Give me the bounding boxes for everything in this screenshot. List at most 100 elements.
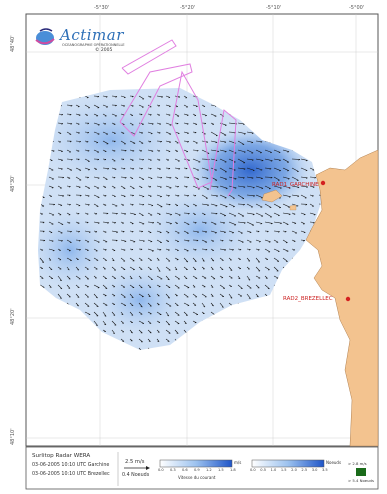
current-arrowhead: [61, 151, 63, 153]
current-arrowhead: [79, 249, 81, 251]
current-arrow: [48, 167, 54, 171]
current-arrow: [102, 329, 106, 332]
current-arrow: [210, 158, 218, 161]
current-arrowhead: [77, 213, 80, 215]
current-arrowhead: [79, 195, 82, 197]
current-arrowhead: [68, 194, 71, 197]
current-arrow: [111, 230, 118, 233]
current-arrow: [255, 248, 260, 250]
current-arrowhead: [78, 114, 81, 116]
current-arrow: [156, 239, 162, 243]
current-arrowhead: [297, 187, 300, 189]
current-arrowhead: [305, 160, 308, 162]
current-arrow: [165, 275, 170, 281]
current-arrowhead: [305, 177, 308, 179]
current-arrow: [237, 122, 245, 125]
current-arrow: [129, 167, 135, 169]
current-arrow: [84, 131, 89, 133]
current-arrowhead: [70, 231, 72, 233]
current-arrowhead: [288, 213, 291, 216]
current-arrow: [147, 302, 152, 307]
current-arrow: [138, 122, 144, 125]
current-arrow: [84, 311, 91, 315]
current-arrowhead: [123, 249, 126, 251]
current-arrow: [102, 113, 107, 117]
current-arrow: [129, 284, 135, 288]
current-arrow: [66, 221, 71, 224]
current-arrow: [138, 131, 143, 134]
current-arrowhead: [167, 315, 170, 317]
current-arrowhead: [158, 132, 161, 134]
current-arrow: [75, 302, 79, 307]
current-arrow: [147, 149, 154, 152]
current-arrow: [255, 140, 263, 142]
current-arrow: [147, 176, 153, 179]
current-arrow: [57, 167, 63, 170]
current-arrowhead: [115, 96, 118, 98]
current-arrow: [183, 320, 187, 324]
current-arrowhead: [296, 205, 299, 207]
current-arrowhead: [217, 151, 219, 153]
current-arrow: [192, 149, 199, 151]
current-arrow: [156, 113, 161, 116]
current-arrow: [129, 266, 135, 270]
site-label-brezellec: RAD2_BREZELLEC: [283, 296, 333, 302]
current-arrowhead: [97, 222, 100, 224]
current-arrow: [93, 122, 100, 126]
current-arrow: [48, 248, 55, 251]
current-arrow: [138, 320, 145, 324]
current-arrowhead: [132, 195, 134, 197]
current-arrow: [228, 167, 236, 171]
current-arrowhead: [97, 159, 100, 161]
current-arrow: [48, 284, 52, 288]
current-arrow: [138, 284, 143, 289]
current-arrow: [156, 167, 161, 170]
current-arrow: [129, 239, 136, 242]
site-marker-garchine: [320, 180, 326, 186]
current-arrowhead: [62, 177, 65, 179]
current-arrow: [138, 203, 145, 205]
current-arrow: [228, 203, 235, 207]
current-arrowhead: [131, 249, 134, 251]
current-arrow: [111, 149, 116, 152]
current-arrow: [210, 293, 214, 297]
current-arrow: [57, 131, 62, 134]
scale-note: 0.4 Noeuds: [122, 473, 150, 478]
current-arrow: [309, 212, 316, 215]
current-arrowhead: [243, 222, 246, 224]
current-arrow: [300, 221, 305, 225]
colorbar-tick: 1.5: [218, 468, 224, 472]
current-arrow: [201, 284, 206, 288]
current-arrow: [138, 239, 145, 242]
current-arrow: [57, 185, 62, 189]
current-arrow: [156, 122, 161, 125]
current-arrowhead: [224, 231, 226, 234]
current-arrowhead: [159, 123, 162, 125]
current-arrow: [264, 239, 271, 243]
current-arrow: [201, 185, 210, 190]
current-arrow: [102, 149, 107, 152]
current-arrowhead: [205, 231, 208, 233]
current-arrowhead: [60, 279, 62, 281]
current-arrowhead: [115, 105, 117, 107]
colorbar2-unit: Noeuds: [326, 460, 342, 465]
current-arrowhead: [196, 240, 199, 242]
current-arrow: [66, 185, 71, 187]
current-arrow: [75, 140, 81, 142]
current-arrow: [174, 194, 180, 196]
current-arrow: [219, 158, 227, 163]
current-arrowhead: [225, 188, 228, 190]
current-arrow: [147, 320, 152, 324]
current-arrow: [129, 329, 133, 334]
current-arrow: [129, 302, 134, 306]
current-arrow: [201, 194, 208, 199]
current-arrowhead: [197, 231, 199, 233]
current-arrow: [246, 257, 251, 262]
current-arrowhead: [260, 223, 263, 225]
current-arrowhead: [70, 159, 73, 161]
current-arrow: [111, 266, 116, 271]
current-arrowhead: [122, 158, 125, 161]
current-arrow: [147, 95, 152, 98]
current-arrow: [174, 311, 180, 316]
current-arrowhead: [243, 151, 246, 153]
